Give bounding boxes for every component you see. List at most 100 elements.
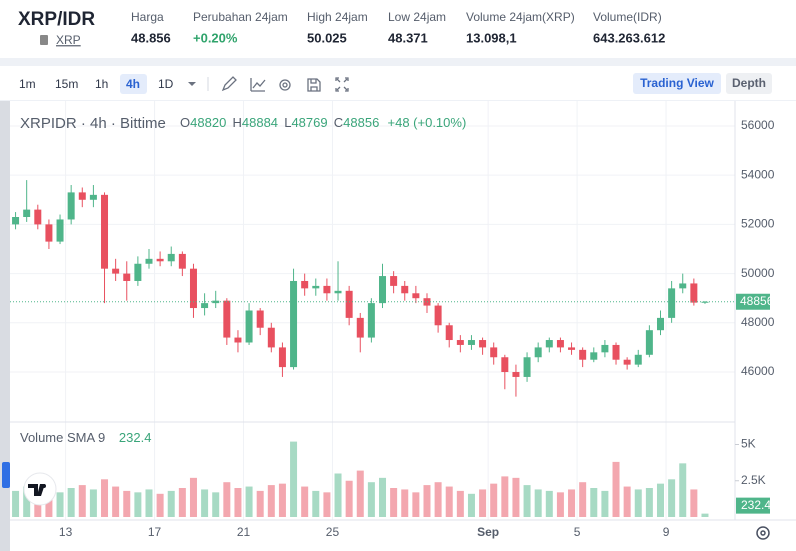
- volume-bar: [634, 489, 642, 517]
- candle-body: [223, 300, 231, 338]
- candle-body: [479, 340, 487, 348]
- side-tab[interactable]: [2, 462, 10, 488]
- volume-bar: [267, 485, 275, 517]
- stat-label: High 24jam: [307, 10, 368, 24]
- y-tick-label: 54000: [741, 167, 775, 181]
- candle-body: [134, 263, 142, 281]
- volume-bar: [379, 477, 387, 517]
- volume-bar: [234, 488, 242, 517]
- volume-bar: [568, 489, 576, 517]
- chart-legend: XRPIDR · 4h · Bittime O48820 H48884 L487…: [20, 115, 466, 132]
- y-tick-label: 48000: [741, 315, 775, 329]
- draw-icon[interactable]: [221, 76, 237, 92]
- view-bg: [726, 73, 772, 94]
- volume-bar: [356, 470, 364, 517]
- candle-body: [89, 194, 97, 200]
- asset-link[interactable]: XRP: [56, 33, 81, 47]
- volume-bar: [501, 476, 509, 517]
- candle-body: [656, 317, 664, 331]
- volume-bar: [623, 486, 631, 517]
- candle-body: [256, 310, 264, 328]
- candle-body: [12, 217, 20, 225]
- settings-icon[interactable]: [279, 79, 291, 91]
- candle-body: [668, 288, 676, 318]
- stat-label: Volume 24jam(XRP): [466, 10, 575, 24]
- candle-body: [234, 337, 242, 343]
- dropdown-caret[interactable]: [188, 82, 196, 86]
- volume-bar: [434, 482, 442, 517]
- volume-bar: [156, 493, 164, 517]
- chart-bg: [0, 101, 796, 551]
- change-label: +48 (+0.10%): [388, 115, 467, 130]
- volume-bar: [223, 482, 231, 517]
- y-tick-label: 52000: [741, 217, 775, 231]
- volume-legend: Volume SMA 9 232.4: [20, 430, 151, 445]
- candle-body: [434, 305, 442, 326]
- view-button[interactable]: Trading View: [640, 76, 714, 90]
- volume-bar: [523, 485, 531, 517]
- candle-body: [379, 276, 387, 304]
- last-volume-label: 232.4: [741, 498, 771, 512]
- volume-bar: [445, 486, 453, 517]
- volume-bar: [401, 489, 409, 517]
- volume-name: Volume SMA 9: [20, 430, 105, 445]
- candle-body: [445, 325, 453, 341]
- stat-label: Perubahan 24jam: [193, 10, 288, 24]
- stat-label: Harga: [131, 10, 164, 24]
- volume-bar: [590, 488, 598, 517]
- volume-bar: [301, 486, 309, 517]
- candle-body: [423, 298, 431, 306]
- candle-body: [245, 310, 253, 343]
- candle-body: [545, 340, 553, 348]
- volume-bar: [701, 513, 709, 517]
- header-bg: [0, 0, 796, 58]
- pair-title: XRP/IDR: [18, 9, 95, 30]
- volume-bar: [467, 493, 475, 517]
- candle-body: [123, 273, 131, 281]
- candle-body: [467, 340, 475, 345]
- candle-body: [490, 347, 498, 358]
- candle-body: [23, 209, 31, 218]
- volume-bar: [612, 461, 620, 517]
- interval-button[interactable]: 1m: [19, 77, 36, 91]
- interval-button[interactable]: 4h: [126, 77, 140, 91]
- interval-button[interactable]: 1h: [95, 77, 108, 91]
- indicator-icon[interactable]: [250, 78, 266, 92]
- candle-body: [356, 317, 364, 338]
- volume-bar: [145, 489, 153, 517]
- last-price-box: [736, 293, 770, 310]
- ohlc-value: 48856: [343, 115, 379, 130]
- candle-body: [390, 276, 398, 286]
- candle-body: [623, 359, 631, 365]
- candle-body: [634, 354, 642, 365]
- candle-body: [456, 340, 464, 345]
- candle-body: [267, 327, 275, 348]
- axis-settings[interactable]: [756, 526, 770, 540]
- volume-bar: [134, 492, 142, 517]
- volume-bar: [601, 490, 609, 517]
- candle-body: [412, 293, 420, 299]
- ohlc-label: L: [284, 115, 291, 130]
- volume-bar: [556, 492, 564, 517]
- candle-body: [345, 290, 353, 318]
- settings-icon-inner: [282, 82, 288, 88]
- candle-body: [367, 303, 375, 338]
- candle-body: [323, 285, 331, 294]
- volume-bar: [256, 490, 264, 517]
- save-icon[interactable]: [307, 78, 321, 92]
- candle-body: [334, 290, 342, 294]
- candle-body: [679, 283, 687, 289]
- candle-body: [101, 194, 109, 269]
- interval-button[interactable]: 1D: [158, 77, 174, 91]
- stat-value: 48.856: [131, 30, 171, 45]
- fullscreen-icon[interactable]: [335, 77, 349, 92]
- candle-body: [45, 224, 53, 242]
- candle-body: [290, 280, 298, 368]
- interval-button[interactable]: 15m: [55, 77, 78, 91]
- candle-body: [145, 258, 153, 264]
- volume-bar: [534, 489, 542, 517]
- volume-legend-value: 232.4: [119, 430, 152, 445]
- view-button[interactable]: Depth: [732, 76, 766, 90]
- volume-bar: [123, 490, 131, 517]
- x-tick-label: 21: [237, 525, 251, 539]
